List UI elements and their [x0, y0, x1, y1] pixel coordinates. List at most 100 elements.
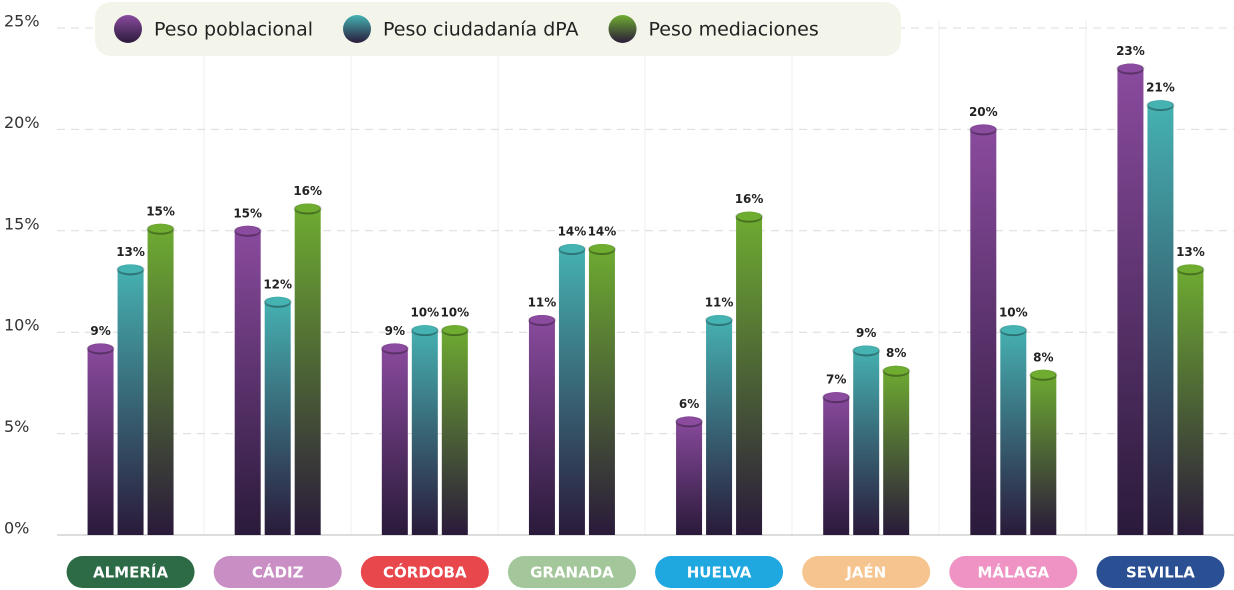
- value-label: 6%: [679, 397, 699, 411]
- y-tick-label: 10%: [4, 316, 40, 335]
- legend: Peso poblacional Peso ciudadanía dPA Peso …: [95, 2, 901, 56]
- bar: [441, 325, 468, 535]
- bar-cap: [146, 222, 175, 235]
- bar-cap: [440, 324, 469, 337]
- category-pill: [66, 556, 195, 588]
- value-label: 20%: [969, 105, 998, 119]
- value-label: 8%: [1033, 350, 1053, 364]
- value-label: 7%: [826, 373, 846, 387]
- bar: [528, 315, 555, 535]
- value-label: 13%: [116, 245, 145, 259]
- y-tick-label: 15%: [4, 214, 40, 233]
- bar: [264, 296, 291, 535]
- category-pill: [360, 556, 489, 588]
- x-tick-label: SEVILLA: [1126, 564, 1195, 582]
- bar-cap: [293, 202, 322, 215]
- value-label: 11%: [705, 296, 734, 310]
- value-label: 12%: [263, 277, 292, 291]
- bar: [970, 124, 997, 535]
- value-label: 15%: [146, 204, 175, 218]
- bar-cap: [587, 243, 616, 256]
- y-tick-label: 20%: [4, 113, 40, 132]
- value-label: 11%: [528, 296, 557, 310]
- bar: [1117, 63, 1144, 535]
- bar-cap: [999, 324, 1028, 337]
- bar: [883, 365, 910, 535]
- legend-label: Peso poblacional: [154, 19, 313, 41]
- value-label: 15%: [233, 206, 262, 220]
- value-label: 21%: [1146, 81, 1175, 95]
- value-label: 14%: [588, 225, 617, 239]
- x-tick-label: ALMERÍA: [93, 563, 168, 582]
- bar-cap: [822, 391, 851, 404]
- y-tick-label: 0%: [4, 519, 29, 538]
- category-pill: [1096, 556, 1225, 588]
- bar-cap: [233, 224, 262, 237]
- bar-cap: [116, 263, 145, 276]
- value-label: 16%: [293, 184, 322, 198]
- value-label: 8%: [886, 346, 906, 360]
- bar-cap: [380, 342, 409, 355]
- bar: [1030, 369, 1057, 535]
- bar: [411, 325, 438, 535]
- x-tick-label: JAÉN: [845, 563, 886, 582]
- value-label: 10%: [410, 306, 439, 320]
- value-label: 10%: [999, 306, 1028, 320]
- category-pill: [949, 556, 1078, 588]
- bar: [1000, 325, 1027, 535]
- bar: [558, 244, 585, 535]
- value-label: 16%: [735, 192, 764, 206]
- category-pill: [507, 556, 636, 588]
- legend-swatch: [343, 15, 372, 43]
- bar: [588, 244, 615, 535]
- x-tick-label: CÁDIZ: [252, 563, 304, 582]
- bar: [381, 343, 408, 535]
- category-pill: [655, 556, 784, 588]
- value-label: 9%: [385, 324, 405, 338]
- bar-cap: [969, 123, 998, 136]
- x-tick-label: CÓRDOBA: [383, 563, 467, 582]
- bar: [736, 211, 763, 535]
- x-tick-label: HUELVA: [687, 564, 752, 582]
- bar-cap: [557, 243, 586, 256]
- bar-cap: [410, 324, 439, 337]
- bar: [147, 223, 174, 535]
- bar: [1147, 100, 1174, 536]
- legend-label: Peso ciudadanía dPA: [383, 19, 579, 41]
- value-label: 10%: [440, 306, 469, 320]
- bar-cap: [852, 344, 881, 357]
- x-tick-label: MÁLAGA: [978, 563, 1050, 582]
- category-pill: [213, 556, 342, 588]
- bar-cap: [1146, 99, 1175, 112]
- bar-cap: [675, 415, 704, 428]
- category-pill: [802, 556, 931, 588]
- y-tick-label: 25%: [4, 12, 40, 31]
- bar: [1177, 264, 1204, 535]
- bar: [117, 264, 144, 535]
- bar: [823, 392, 850, 535]
- value-label: 14%: [558, 225, 587, 239]
- bar-cap: [527, 314, 556, 327]
- y-tick-label: 5%: [4, 417, 29, 436]
- bar: [294, 203, 321, 535]
- legend-swatch: [114, 15, 142, 43]
- bar-cap: [705, 314, 734, 327]
- bar: [853, 345, 880, 535]
- bar-cap: [86, 342, 115, 355]
- bar-cap: [1029, 368, 1058, 381]
- bar-cap: [263, 295, 292, 308]
- bar: [706, 315, 733, 535]
- legend-swatch: [608, 15, 637, 43]
- value-label: 13%: [1176, 245, 1205, 259]
- value-label: 9%: [856, 326, 876, 340]
- legend-label: Peso mediaciones: [649, 19, 819, 41]
- bar-cap: [735, 210, 764, 223]
- bar-cap: [882, 364, 911, 377]
- separators: [203, 20, 1087, 535]
- bar-cap: [1116, 62, 1145, 75]
- value-label: 9%: [90, 324, 110, 338]
- legend-box: [95, 2, 901, 56]
- x-tick-label: GRANADA: [530, 564, 614, 582]
- bar-cap: [1176, 263, 1205, 276]
